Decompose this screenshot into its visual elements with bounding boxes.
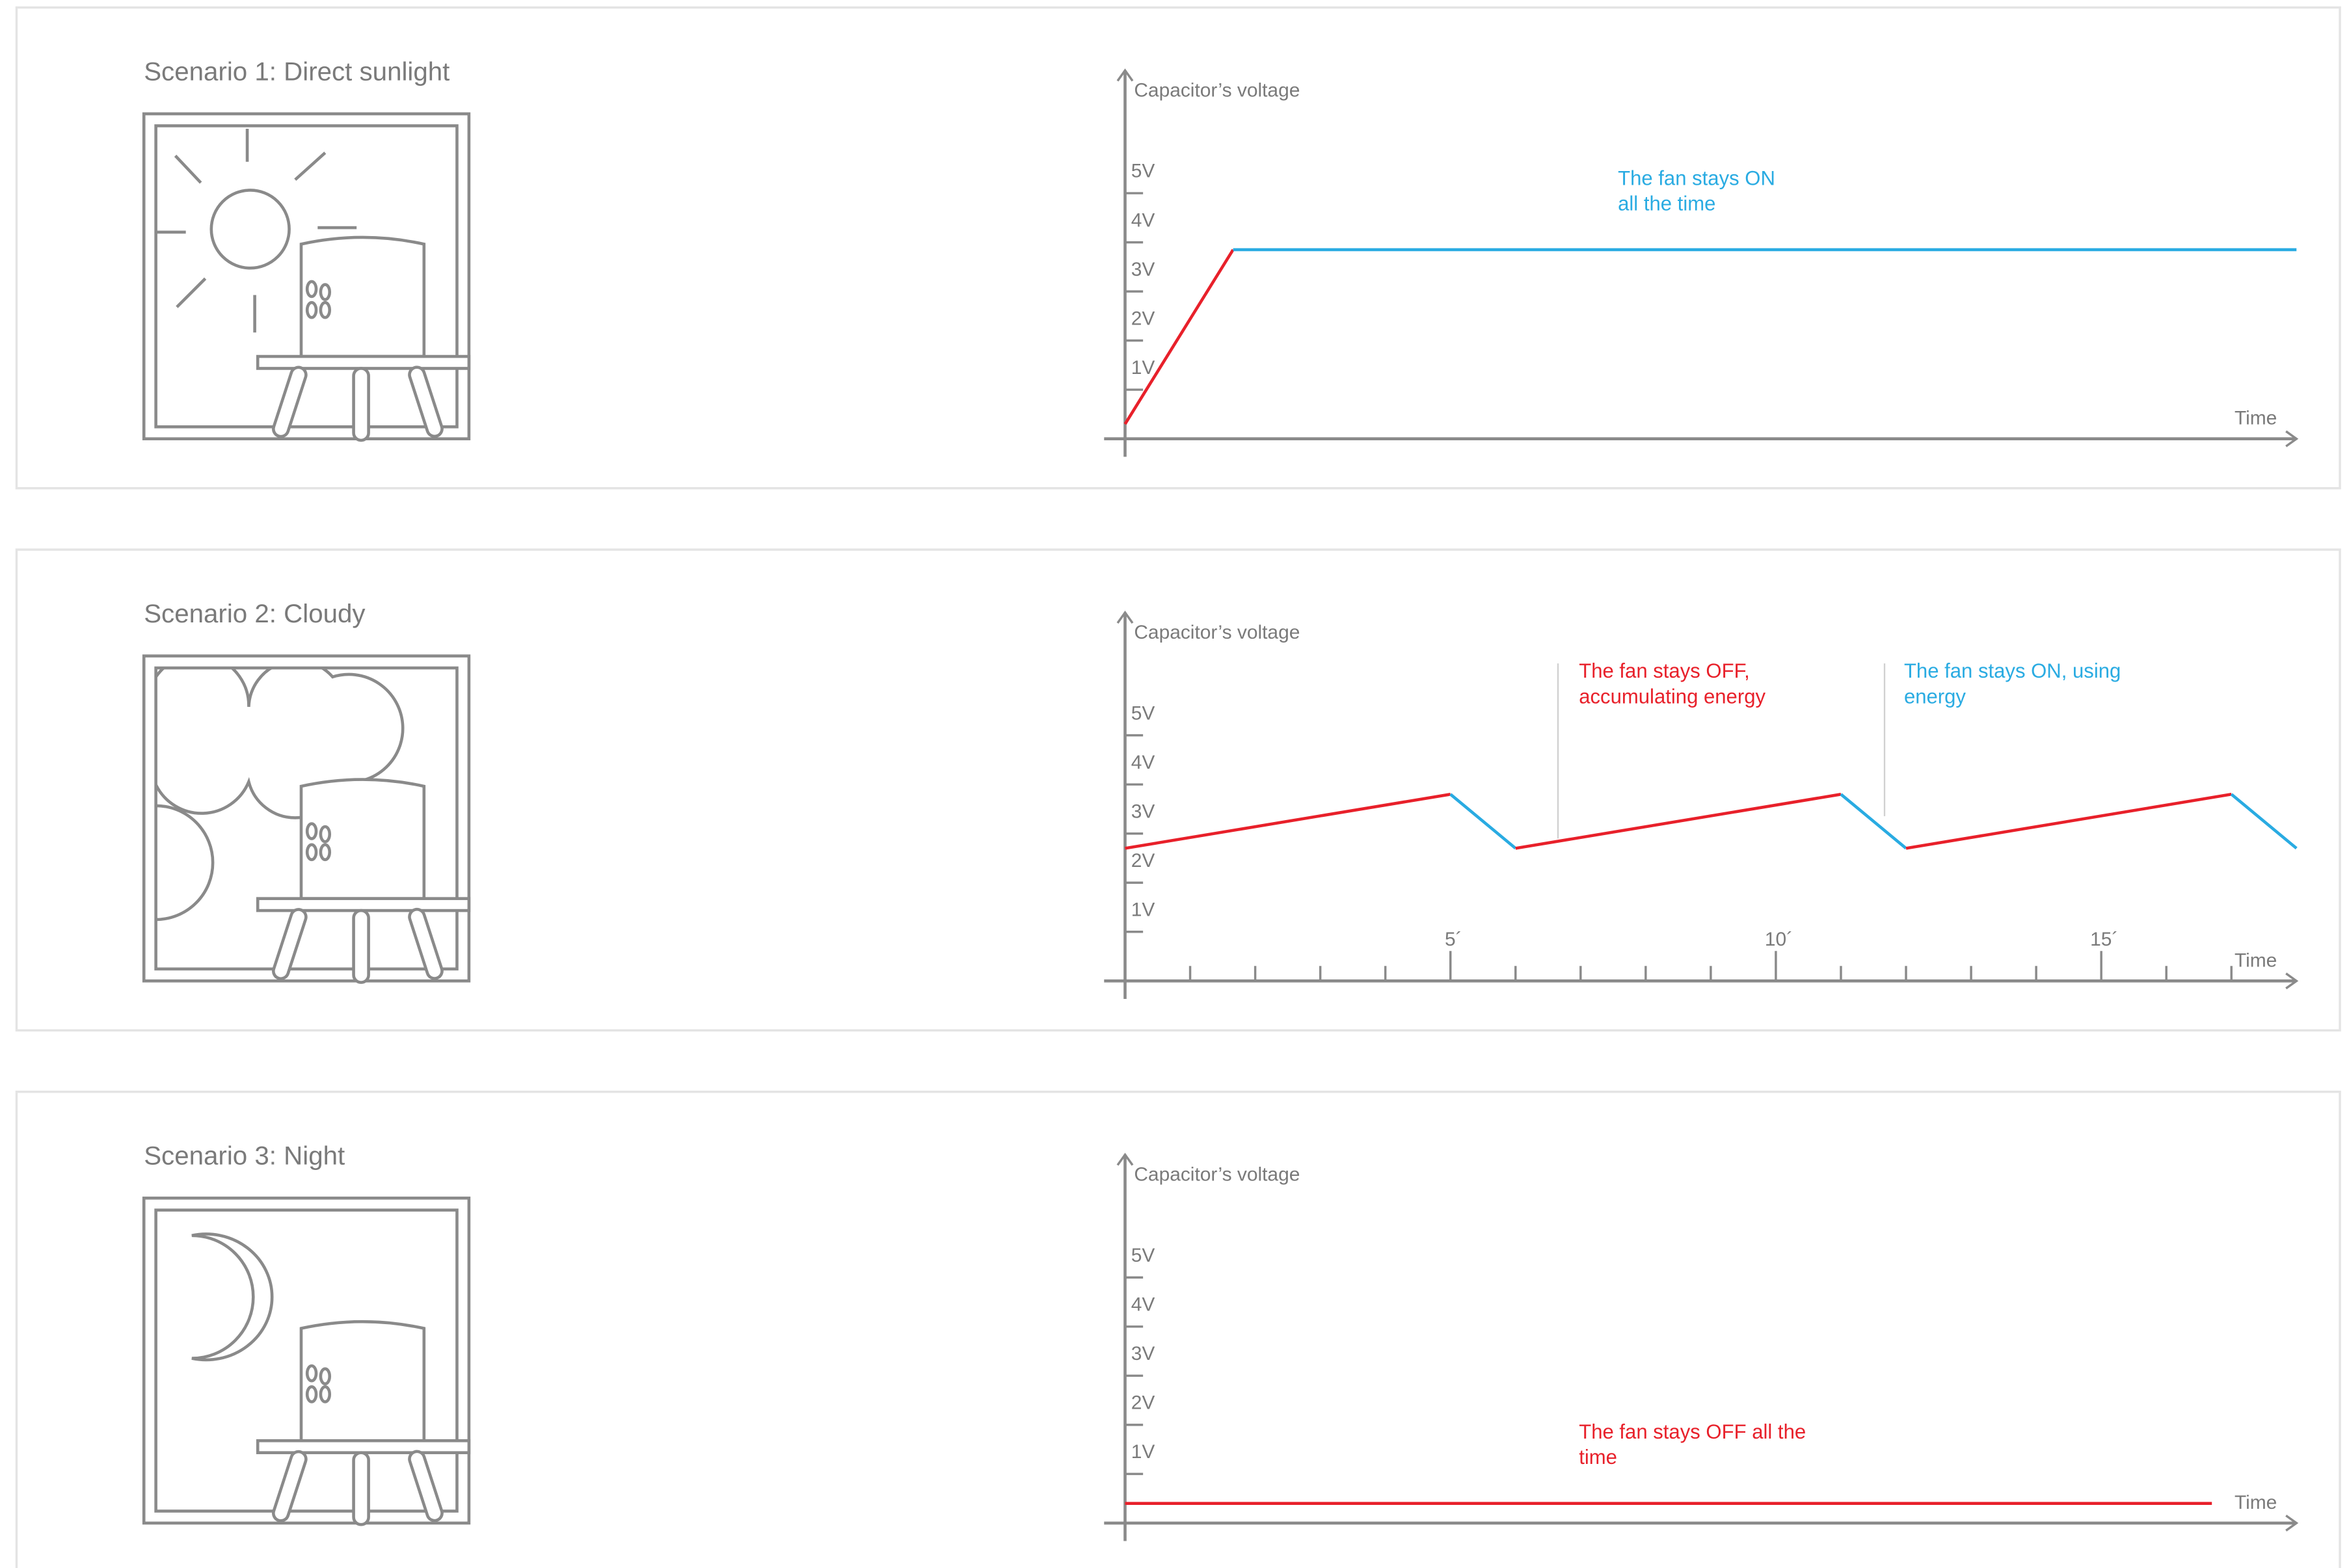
y-tick-label: 2V [1131, 1392, 1155, 1414]
x-tick-label: 15´ [2090, 929, 2118, 950]
y-tick-label: 4V [1131, 209, 1155, 231]
y-axis-arrow [1116, 68, 1134, 82]
panel-title: Scenario 1: Direct sunlight [144, 57, 450, 86]
y-axis-arrow [1116, 1152, 1134, 1166]
x-axis-arrow [2285, 972, 2299, 990]
panel [15, 548, 2341, 1032]
annotation: The fan stays OFF, [1579, 659, 1750, 682]
x-axis-arrow [2285, 430, 2299, 447]
data-line [1905, 793, 2232, 850]
y-tick-label: 3V [1131, 259, 1155, 280]
y-tick-label: 4V [1131, 752, 1155, 773]
y-axis-label: Capacitor’s voltage [1134, 622, 1300, 643]
y-tick-label: 3V [1131, 1343, 1155, 1364]
x-axis-label: Time [2235, 408, 2277, 429]
x-axis-arrow [2285, 1514, 2299, 1532]
y-axis-label: Capacitor’s voltage [1134, 1164, 1300, 1186]
annotation: accumulating energy [1579, 685, 1765, 708]
y-tick-label: 4V [1131, 1294, 1155, 1315]
y-tick-label: 5V [1131, 1245, 1155, 1266]
annotation: The fan stays ON [1618, 167, 1775, 190]
y-tick-label: 5V [1131, 161, 1155, 182]
y-tick-label: 5V [1131, 702, 1155, 724]
x-axis-label: Time [2235, 950, 2277, 971]
annotation: all the time [1618, 193, 1715, 215]
y-axis-label: Capacitor’s voltage [1134, 79, 1300, 101]
panel-title: Scenario 2: Cloudy [144, 599, 366, 628]
y-tick-label: 1V [1131, 899, 1155, 920]
data-line [1125, 793, 1451, 850]
y-tick-label: 3V [1131, 801, 1155, 822]
data-line [1840, 793, 1907, 850]
data-line [1123, 248, 1235, 425]
panel-title: Scenario 3: Night [144, 1141, 345, 1171]
panel [15, 6, 2341, 490]
annotation: The fan stays OFF all the [1579, 1420, 1806, 1443]
x-axis-label: Time [2235, 1492, 2277, 1513]
x-tick-label: 10´ [1765, 929, 1793, 950]
y-tick-label: 1V [1131, 357, 1155, 379]
x-tick-label: 5´ [1445, 929, 1462, 950]
annotation: time [1579, 1446, 1617, 1468]
illustration-sun [142, 112, 471, 440]
panel [15, 1090, 2341, 1568]
data-line [1515, 793, 1842, 850]
y-axis-arrow [1116, 610, 1134, 624]
illustration-moon [142, 1196, 471, 1524]
annotation: energy [1904, 685, 1966, 708]
data-line [2230, 793, 2298, 850]
y-tick-label: 1V [1131, 1441, 1155, 1463]
illustration-cloud [142, 654, 471, 983]
annotation: The fan stays ON, using [1904, 659, 2121, 682]
data-line [1449, 793, 1517, 850]
y-tick-label: 2V [1131, 850, 1155, 871]
y-tick-label: 2V [1131, 308, 1155, 329]
